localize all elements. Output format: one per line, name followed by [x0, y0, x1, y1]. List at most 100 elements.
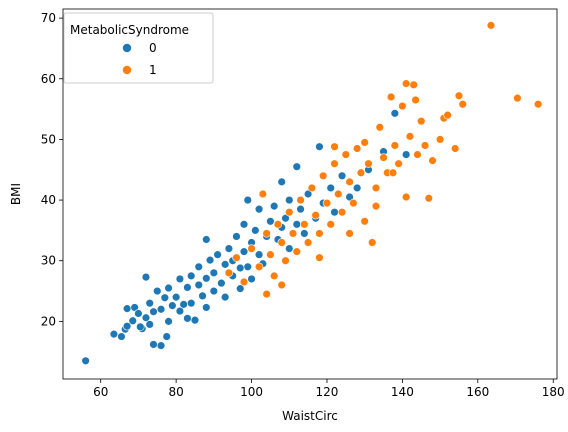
- scatter-point-series-1: [420, 141, 430, 150]
- scatter-point-series-0: [269, 201, 279, 211]
- scatter-point-series-0: [164, 317, 173, 326]
- scatter-point-series-1: [232, 253, 241, 262]
- scatter-point-series-0: [162, 332, 171, 341]
- scatter-point-series-0: [141, 272, 151, 282]
- scatter-point-series-1: [281, 256, 290, 265]
- x-tick-label: 120: [316, 385, 339, 399]
- scatter-point-series-0: [179, 300, 188, 309]
- scatter-point-series-0: [198, 291, 207, 301]
- scatter-point-series-0: [117, 332, 126, 341]
- scatter-point-series-1: [454, 91, 464, 100]
- scatter-point-series-0: [171, 292, 181, 302]
- scatter-point-series-1: [292, 247, 301, 256]
- scatter-point-series-1: [398, 101, 407, 111]
- scatter-point-series-0: [187, 298, 196, 308]
- scatter-point-series-1: [239, 277, 249, 287]
- scatter-point-series-0: [160, 293, 170, 302]
- scatter-point-series-1: [262, 229, 271, 238]
- scatter-point-series-1: [288, 229, 298, 238]
- scatter-point-series-0: [254, 204, 264, 214]
- scatter-point-series-1: [450, 144, 460, 153]
- scatter-point-series-0: [330, 208, 339, 217]
- scatter-point-series-1: [337, 208, 347, 217]
- legend-entries: 01: [122, 41, 157, 77]
- scatter-point-series-1: [379, 153, 388, 162]
- scatter-point-series-0: [187, 271, 196, 281]
- scatter-point-series-0: [292, 220, 301, 229]
- scatter-point-series-0: [236, 263, 245, 273]
- scatter-point-series-0: [202, 235, 211, 244]
- scatter-point-series-0: [243, 195, 252, 205]
- y-tick-label: 40: [41, 193, 56, 207]
- scatter-point-series-0: [266, 217, 275, 226]
- scatter-point-series-1: [364, 159, 373, 168]
- scatter-point-series-0: [175, 306, 185, 316]
- scatter-point-series-1: [303, 238, 313, 247]
- scatter-point-series-0: [130, 303, 139, 312]
- scatter-point-series-0: [296, 204, 305, 214]
- y-tick-label: 20: [41, 314, 56, 328]
- scatter-point-series-0: [251, 226, 260, 235]
- scatter-point-series-0: [122, 322, 132, 331]
- scatter-point-series-1: [352, 144, 362, 153]
- scatter-point-series-1: [330, 159, 339, 168]
- scatter-point-series-0: [205, 255, 215, 265]
- scatter-point-series-0: [128, 316, 137, 325]
- scatter-point-series-1: [386, 92, 396, 102]
- y-axis-label: BMI: [9, 183, 23, 205]
- scatter-point-series-0: [134, 309, 143, 318]
- scatter-point-series-0: [232, 232, 241, 241]
- scatter-point-series-1: [322, 198, 332, 208]
- scatter-point-series-0: [239, 247, 249, 256]
- scatter-point-series-0: [236, 284, 245, 293]
- x-axis-label: WaistCirc: [282, 409, 338, 423]
- scatter-point-series-0: [81, 356, 90, 365]
- scatter-point-series-0: [401, 150, 411, 159]
- scatter-point-series-0: [213, 250, 222, 259]
- x-tick-label: 60: [93, 385, 108, 399]
- scatter-point-series-1: [224, 268, 234, 278]
- scatter-point-series-1: [486, 21, 496, 30]
- scatter-point-series-0: [202, 274, 211, 283]
- legend-label-0: 0: [149, 41, 157, 55]
- scatter-point-series-0: [220, 260, 230, 269]
- scatter-point-series-0: [345, 192, 354, 202]
- scatter-point-series-1: [356, 168, 366, 177]
- scatter-point-series-0: [156, 341, 166, 350]
- scatter-point-series-0: [190, 315, 200, 325]
- scatter-point-series-0: [239, 220, 249, 229]
- x-tick-label: 180: [542, 385, 565, 399]
- scatter-point-series-1: [277, 238, 286, 247]
- legend-marker-1: [122, 65, 132, 75]
- y-tick-label: 30: [41, 254, 56, 268]
- legend-marker-0: [122, 43, 132, 53]
- scatter-point-series-1: [258, 189, 268, 199]
- scatter-point-series-1: [401, 79, 411, 88]
- x-tick-label: 140: [391, 385, 414, 399]
- scatter-point-series-1: [307, 183, 317, 193]
- scatter-point-series-1: [341, 150, 351, 159]
- y-tick-label: 60: [41, 72, 56, 86]
- scatter-point-series-0: [183, 283, 192, 292]
- scatter-point-series-1: [300, 220, 309, 229]
- x-tick-label: 100: [240, 385, 263, 399]
- scatter-point-series-1: [262, 289, 271, 299]
- scatter-point-series-0: [303, 189, 313, 199]
- scatter-point-series-1: [413, 150, 422, 159]
- plot-frame: [62, 8, 558, 380]
- scatter-point-series-0: [315, 142, 324, 151]
- legend-box: [63, 12, 214, 84]
- scatter-point-series-0: [209, 286, 219, 296]
- scatter-point-series-1: [513, 93, 522, 103]
- scatter-point-series-0: [122, 304, 132, 313]
- scatter-point-series-1: [533, 100, 543, 109]
- scatter-point-series-0: [168, 301, 177, 310]
- scatter-point-series-0: [153, 286, 162, 296]
- scatter-point-series-1: [315, 253, 324, 262]
- scatter-point-series-0: [109, 329, 119, 339]
- scatter-point-series-1: [371, 183, 381, 193]
- scatter-point-series-1: [269, 271, 279, 281]
- scatter-point-series-0: [141, 313, 151, 322]
- points-layer: [81, 21, 543, 365]
